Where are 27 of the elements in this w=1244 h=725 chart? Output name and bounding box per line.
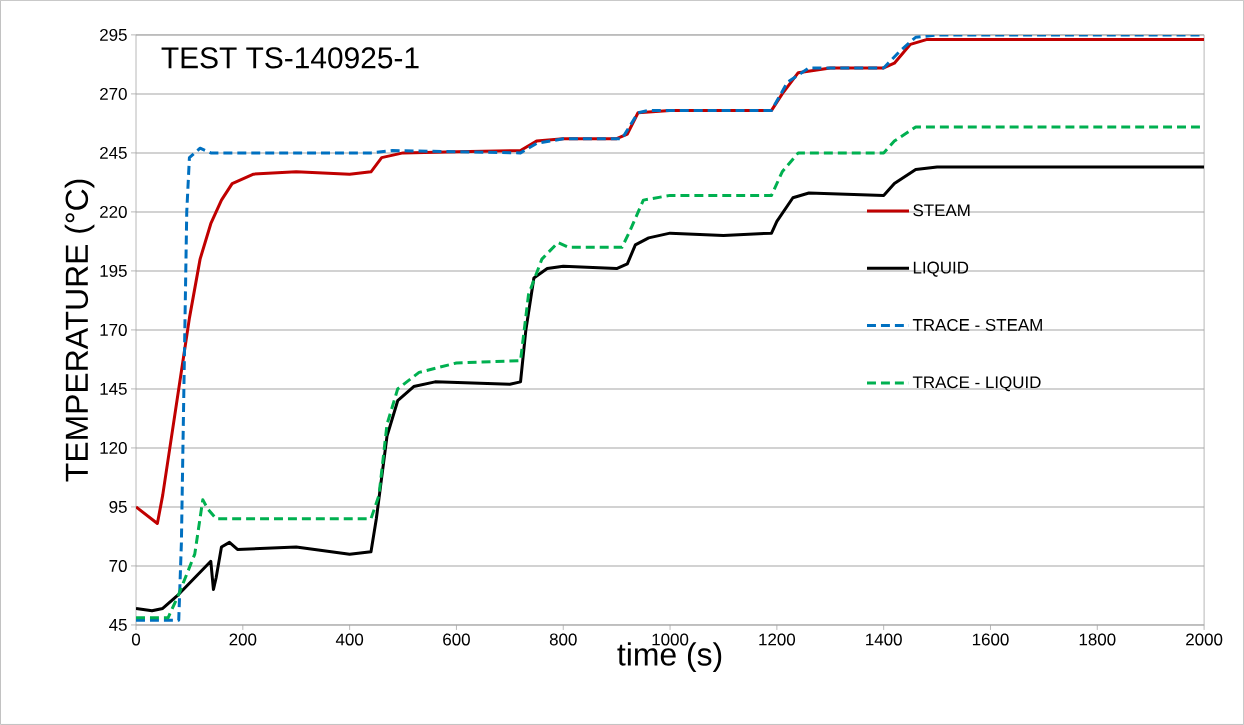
y-tick-label: 120 bbox=[100, 441, 127, 454]
x-tick-label: 2000 bbox=[1186, 633, 1223, 646]
x-tick-label: 1600 bbox=[972, 633, 1009, 646]
legend-label: STEAM bbox=[913, 204, 970, 217]
y-tick-label: 295 bbox=[100, 28, 127, 41]
x-tick-label: 400 bbox=[335, 633, 364, 646]
x-tick-label: 0 bbox=[131, 633, 141, 646]
legend-label: TRACE - STEAM bbox=[912, 318, 1042, 331]
y-tick-label: 95 bbox=[109, 500, 127, 513]
y-tick-label: 270 bbox=[100, 87, 127, 100]
y-tick-label: 220 bbox=[100, 205, 127, 218]
legend-label: TRACE - LIQUID bbox=[912, 376, 1041, 392]
y-tick-label: 70 bbox=[109, 559, 127, 572]
x-tick-label: 1400 bbox=[866, 633, 902, 646]
y-axis-title: TEMPERATURE (°C) bbox=[64, 179, 95, 482]
legend-label: LIQUID bbox=[913, 261, 969, 277]
y-tick-label: 170 bbox=[100, 323, 127, 336]
y-tick-label: 195 bbox=[100, 264, 127, 277]
x-tick-label: 200 bbox=[229, 633, 257, 646]
x-tick-label: 1200 bbox=[759, 633, 796, 646]
x-tick-label: 600 bbox=[443, 633, 470, 646]
chart-title: TEST TS-140925-1 bbox=[161, 47, 419, 69]
y-tick-label: 45 bbox=[109, 619, 127, 631]
x-tick-label: 800 bbox=[549, 633, 577, 646]
x-tick-label: 1800 bbox=[1079, 633, 1116, 646]
y-tick-label: 245 bbox=[100, 146, 127, 159]
y-tick-label: 145 bbox=[100, 383, 127, 395]
